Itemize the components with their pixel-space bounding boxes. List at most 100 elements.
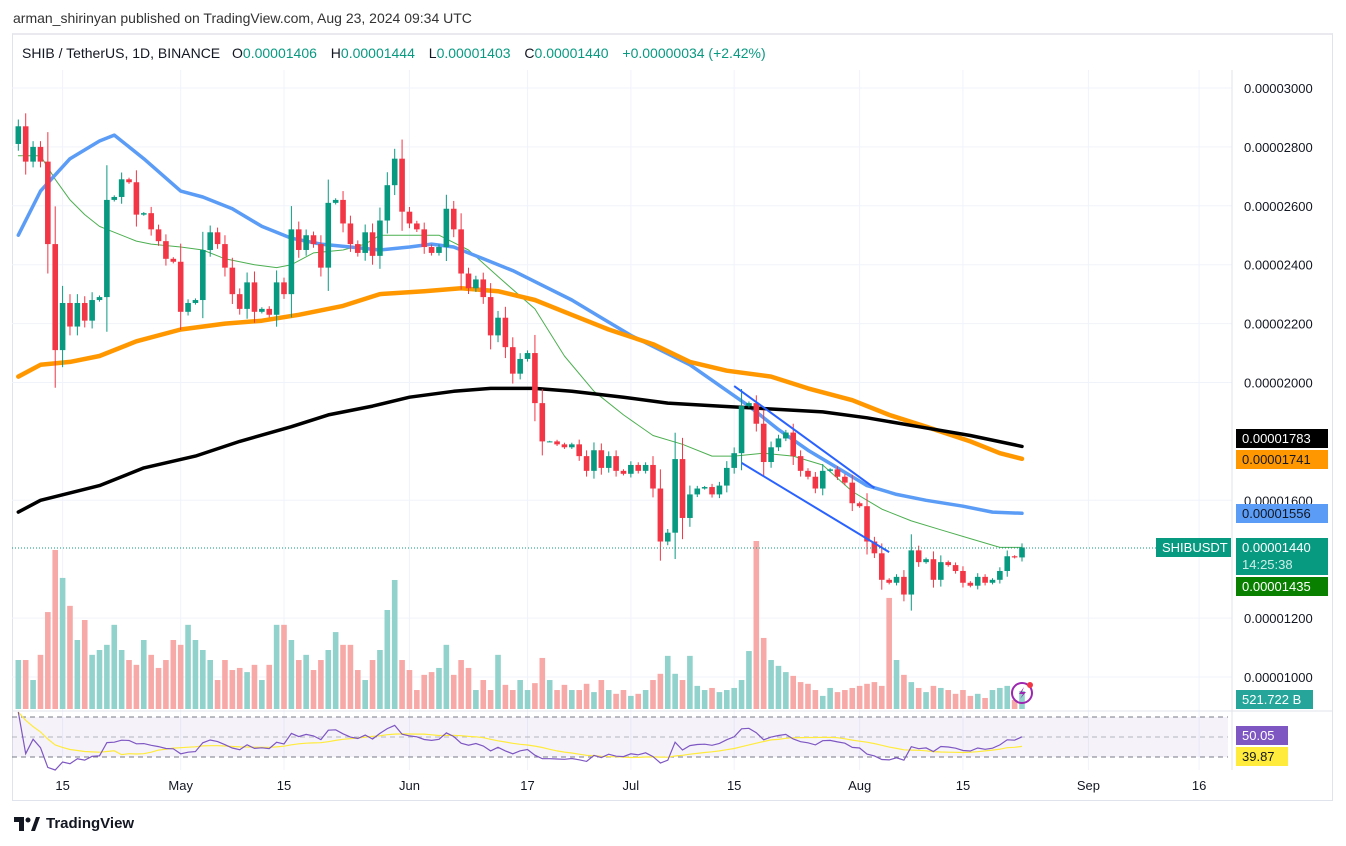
candle: [620, 469, 627, 476]
candle: [827, 468, 833, 472]
candle: [805, 468, 811, 480]
time-axis-label: 15: [727, 778, 741, 793]
candle-body: [974, 576, 981, 586]
candle: [768, 441, 774, 468]
candle-body: [620, 470, 627, 474]
open-label: O: [232, 45, 243, 61]
bar-countdown: 14:25:38: [1242, 557, 1293, 572]
candle: [569, 442, 575, 449]
candle: [598, 443, 605, 475]
candle: [664, 529, 671, 546]
candle: [532, 334, 538, 422]
candle: [369, 223, 376, 265]
candle-body: [185, 302, 191, 312]
prev-close-tag: 0.00001435: [1236, 577, 1328, 596]
candle-body: [790, 432, 797, 457]
candle: [834, 466, 841, 480]
candle-body: [893, 576, 900, 583]
candle: [303, 229, 309, 256]
volume-bar: [185, 624, 191, 709]
price-axis-label: 0.00002200: [1244, 317, 1313, 332]
footer-logo[interactable]: TradingView: [14, 815, 134, 832]
candle: [399, 139, 405, 231]
close-value: 0.00001440: [534, 45, 609, 61]
candle-body: [236, 294, 243, 309]
candle: [1011, 555, 1018, 559]
candle: [628, 461, 634, 478]
symbol-title[interactable]: SHIB / TetherUS, 1D, BINANCE: [22, 45, 221, 61]
candle-body: [871, 541, 878, 554]
candle-body: [126, 179, 132, 183]
volume-bar: [104, 644, 110, 709]
volume-bar: [74, 640, 81, 709]
volume-bar: [436, 667, 442, 709]
candle: [22, 113, 29, 175]
alert-icon[interactable]: [1011, 682, 1033, 704]
candle: [650, 456, 656, 498]
volume-tag: 521.722 B: [1236, 690, 1313, 709]
candle-body: [524, 353, 531, 359]
volume-bar: [657, 673, 664, 709]
candle-body: [222, 244, 228, 268]
candle: [893, 574, 900, 586]
candle: [583, 450, 590, 477]
candle-body: [362, 232, 368, 253]
candle: [414, 220, 420, 233]
volume-bar: [458, 660, 464, 709]
candle-body: [332, 199, 339, 203]
candle: [163, 234, 169, 266]
candle: [797, 450, 804, 477]
volume-bar: [251, 664, 258, 709]
candle-body: [679, 459, 686, 518]
volume-bar: [318, 660, 324, 709]
candle: [340, 191, 346, 233]
volume-bar: [355, 670, 361, 709]
candle: [746, 401, 752, 408]
time-axis-label: May: [168, 778, 193, 793]
low-label: L: [428, 45, 437, 61]
candle: [251, 271, 258, 323]
volume-bar: [414, 690, 420, 709]
rsi-ma-line: [17, 711, 1023, 759]
candle: [281, 277, 287, 299]
volume-bar: [111, 624, 118, 709]
volume-bar: [982, 697, 988, 709]
candle-body: [303, 235, 309, 250]
candle-body: [288, 229, 295, 295]
volume-bar: [576, 690, 582, 709]
candle: [878, 543, 885, 590]
volume-bar: [605, 690, 612, 709]
candle: [591, 442, 597, 479]
price-axis-label: 0.00002000: [1244, 376, 1313, 391]
volume-bar: [266, 664, 273, 709]
volume-bar: [923, 692, 929, 709]
volume-bar: [812, 690, 819, 709]
volume-bar: [140, 640, 147, 709]
candle: [148, 206, 154, 236]
high-label: H: [330, 45, 341, 61]
trendline[interactable]: [733, 385, 875, 489]
volume-bar: [628, 695, 634, 709]
trendline[interactable]: [741, 462, 890, 553]
candle: [74, 294, 81, 336]
candle-body: [605, 456, 612, 468]
candle: [701, 485, 708, 490]
volume-bar: [15, 660, 22, 709]
candle: [716, 481, 723, 499]
rsi-ma-value-tag: 39.87: [1236, 747, 1288, 766]
candle: [421, 222, 428, 254]
volume-bar: [89, 654, 95, 709]
volume-bar: [915, 687, 922, 709]
volume-bar: [229, 670, 236, 709]
candle: [59, 285, 66, 368]
candle-body: [281, 282, 287, 295]
time-axis: 15 May 15 Jun 17 Jul 15 Aug 15 Sep 16: [55, 778, 1206, 793]
chart-frame: [12, 33, 1333, 801]
candle-body: [81, 302, 88, 321]
candle: [901, 570, 907, 602]
candle-body: [1004, 556, 1011, 571]
candle-body: [22, 126, 29, 162]
volume-bar: [849, 687, 856, 709]
candle: [155, 224, 162, 246]
